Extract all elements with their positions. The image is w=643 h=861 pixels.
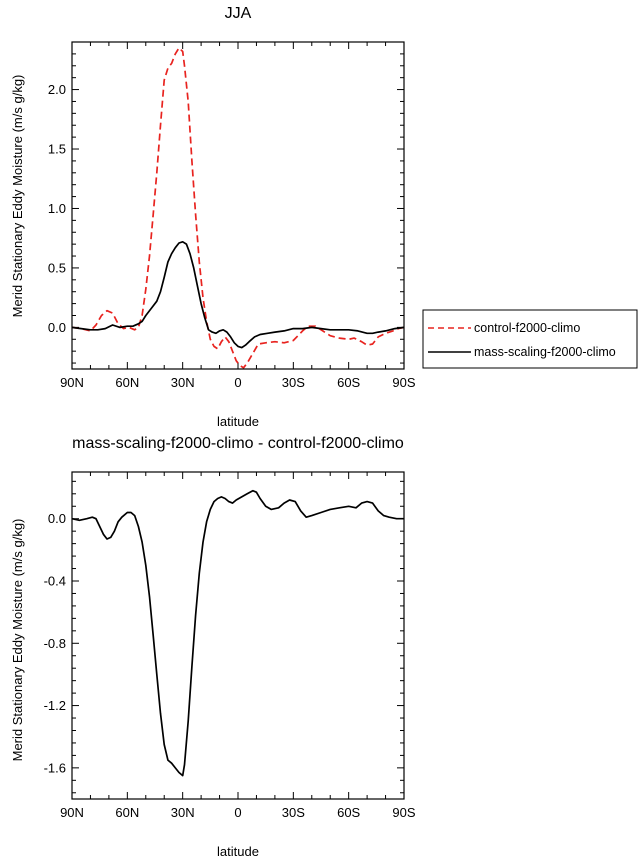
bottom-xtick-label: 30S xyxy=(282,805,305,820)
bottom-ytick-label: -1.2 xyxy=(44,698,66,713)
chart-top-frame xyxy=(71,41,405,370)
top-xtick-label: 60S xyxy=(337,375,360,390)
bottom-ytick-label: 0.0 xyxy=(48,511,66,526)
chart-bottom: mass-scaling-f2000-climo - control-f2000… xyxy=(10,435,416,859)
top-series-line-1 xyxy=(71,240,405,349)
top-xtick-label: 0 xyxy=(234,375,241,390)
chart-top-ylabel: Merid Stationary Eddy Moisture (m/s g/kg… xyxy=(10,75,25,318)
bottom-xtick-label: 60S xyxy=(337,805,360,820)
legend-label-mass-scaling: mass-scaling-f2000-climo xyxy=(474,345,616,359)
chart-bottom-title: mass-scaling-f2000-climo - control-f2000… xyxy=(72,435,404,452)
bottom-xtick-label: 90N xyxy=(60,805,84,820)
bottom-xtick-label: 30N xyxy=(171,805,195,820)
top-series-line-0 xyxy=(71,47,405,369)
top-ytick-label: 1.5 xyxy=(48,142,66,157)
chart-top: JJA Merid Stationary Eddy Moisture (m/s … xyxy=(10,5,416,429)
legend-label-control: control-f2000-climo xyxy=(474,321,580,335)
top-ytick-label: 0.5 xyxy=(48,260,66,275)
legend-box xyxy=(422,309,638,369)
top-xtick-label: 90N xyxy=(60,375,84,390)
bottom-xtick-label: 0 xyxy=(234,805,241,820)
top-xtick-label: 90S xyxy=(392,375,415,390)
chart-bottom-frame xyxy=(71,471,405,800)
chart-bottom-ylabel: Merid Stationary Eddy Moisture (m/s g/kg… xyxy=(10,519,25,762)
bottom-ytick-label: -0.8 xyxy=(44,636,66,651)
top-ytick-label: 0.0 xyxy=(48,320,66,335)
top-xtick-label: 30N xyxy=(171,375,195,390)
bottom-ytick-label: -1.6 xyxy=(44,760,66,775)
bottom-xtick-label: 90S xyxy=(392,805,415,820)
top-xtick-label: 30S xyxy=(282,375,305,390)
bottom-xtick-label: 60N xyxy=(115,805,139,820)
top-ytick-label: 1.0 xyxy=(48,201,66,216)
bottom-series-line-0 xyxy=(71,489,404,777)
top-ytick-label: 2.0 xyxy=(48,82,66,97)
chart-top-title: JJA xyxy=(225,5,252,22)
legend: control-f2000-climo mass-scaling-f2000-c… xyxy=(422,309,638,369)
chart-top-xlabel: latitude xyxy=(217,414,259,429)
bottom-ytick-label: -0.4 xyxy=(44,574,66,589)
chart-bottom-xlabel: latitude xyxy=(217,844,259,859)
top-xtick-label: 60N xyxy=(115,375,139,390)
